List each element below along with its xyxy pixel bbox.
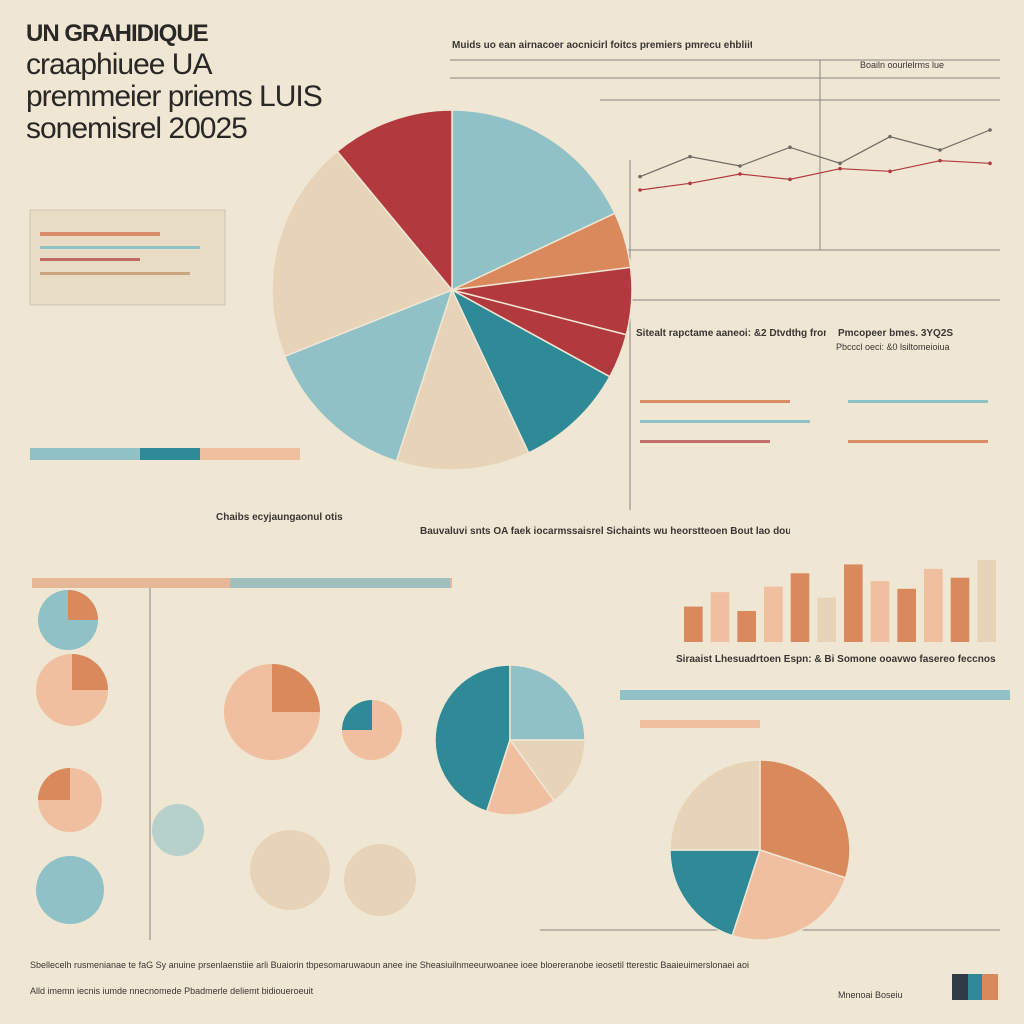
mid-caption-center: Bauvaluvi snts OA faek iocarmssaisrel Si… bbox=[420, 526, 790, 537]
bar-12 bbox=[977, 560, 996, 642]
bar-chart bbox=[684, 560, 996, 642]
orange-pie-slice-4 bbox=[669, 759, 761, 851]
main-pie-slice-6 bbox=[395, 287, 530, 471]
main-pie-slice-7 bbox=[283, 288, 454, 463]
bar-11 bbox=[950, 577, 970, 642]
line-point-2-8 bbox=[988, 161, 992, 166]
line-point-1-5 bbox=[838, 161, 842, 166]
line-point-1-7 bbox=[938, 148, 942, 152]
line-point-2-4 bbox=[788, 177, 792, 182]
orange-pie-slice-2 bbox=[731, 849, 847, 941]
bar-10 bbox=[924, 568, 943, 642]
bar-2 bbox=[710, 592, 730, 642]
right-block1-title: Sitealt rapctame aaneoi: &2 Dtvdthg fror… bbox=[636, 328, 826, 339]
orange-pie-slice-1 bbox=[759, 759, 851, 879]
line-point-1-6 bbox=[888, 134, 892, 139]
teal-pie-slice-4 bbox=[485, 738, 556, 816]
line-point-1-4 bbox=[788, 145, 792, 150]
bar-3 bbox=[737, 610, 756, 642]
title-block: UN GRAHIDIQUE craaphiuee UA premmeier pr… bbox=[26, 22, 326, 144]
lower-right-caption: Siraaist Lhesuadrtoen Espn: & Bi Somone … bbox=[676, 654, 996, 665]
corner-squares bbox=[952, 974, 998, 1000]
bottom-line1: Sbellecelh rusmenianae te faG Sy anuine … bbox=[30, 960, 749, 970]
teal-pie-slice-1 bbox=[434, 664, 511, 813]
bar-4 bbox=[764, 586, 783, 642]
top-header: Muids uo ean airnacoer aocnicirl foitcs … bbox=[452, 40, 752, 51]
main-pie-slice-5 bbox=[450, 288, 611, 454]
small-circles-left bbox=[36, 590, 416, 924]
left-panel-decor bbox=[29, 209, 452, 588]
line-point-2-5 bbox=[838, 166, 842, 171]
top-right-line-chart bbox=[638, 128, 992, 192]
line-point-1-8 bbox=[988, 128, 992, 132]
right-block2-sub: Pbcccl oeci: &0 lsiltomeioiua bbox=[836, 342, 950, 352]
main-pie-chart bbox=[271, 109, 633, 471]
line-series-2 bbox=[639, 160, 991, 191]
bottom-line2: Alld imemn iecnis iumde nnecnomede Pbadm… bbox=[30, 986, 314, 996]
right-block2-title: Pmcopeer bmes. 3YQ2S bbox=[838, 328, 954, 339]
title-line1: UN GRAHIDIQUE bbox=[26, 20, 209, 47]
bar-8 bbox=[870, 581, 890, 642]
orange-pie-slice-3 bbox=[669, 849, 762, 937]
line-point-2-3 bbox=[738, 172, 742, 176]
main-pie-slice-8 bbox=[271, 150, 454, 358]
line-series-1 bbox=[639, 129, 991, 178]
teal-pie-chart bbox=[434, 664, 586, 816]
right-text-decor bbox=[620, 400, 1010, 728]
line-point-2-1 bbox=[638, 188, 642, 192]
title-line2: craaphiuee UA bbox=[26, 48, 212, 81]
orange-pie-chart bbox=[669, 759, 851, 941]
line-point-2-2 bbox=[688, 181, 692, 186]
title-line3: premmeier priems LUIS bbox=[26, 80, 323, 113]
line-point-2-6 bbox=[888, 169, 892, 174]
top-right-caption: Boailn oourlelrms lue bbox=[860, 60, 945, 70]
main-pie-slice-1 bbox=[451, 109, 616, 292]
line-point-1-2 bbox=[688, 154, 692, 159]
line-point-1-3 bbox=[738, 164, 742, 168]
bar-5 bbox=[790, 573, 810, 642]
bar-6 bbox=[817, 597, 836, 642]
line-point-2-7 bbox=[938, 158, 942, 163]
title-line4: sonemisrel 20025 bbox=[26, 112, 248, 145]
header-rules bbox=[149, 59, 1000, 940]
main-pie-slice-9 bbox=[336, 109, 453, 293]
line-point-1-1 bbox=[638, 174, 642, 179]
bar-9 bbox=[897, 588, 916, 642]
mid-caption-left: Chaibs ecyjaungaonul otis bbox=[216, 512, 343, 523]
teal-pie-slice-2 bbox=[509, 664, 586, 741]
bar-7 bbox=[844, 564, 863, 642]
bottom-right-label: Mnenoai Boseiu bbox=[838, 990, 903, 1000]
bar-1 bbox=[684, 606, 703, 642]
teal-pie-slice-3 bbox=[508, 739, 586, 802]
